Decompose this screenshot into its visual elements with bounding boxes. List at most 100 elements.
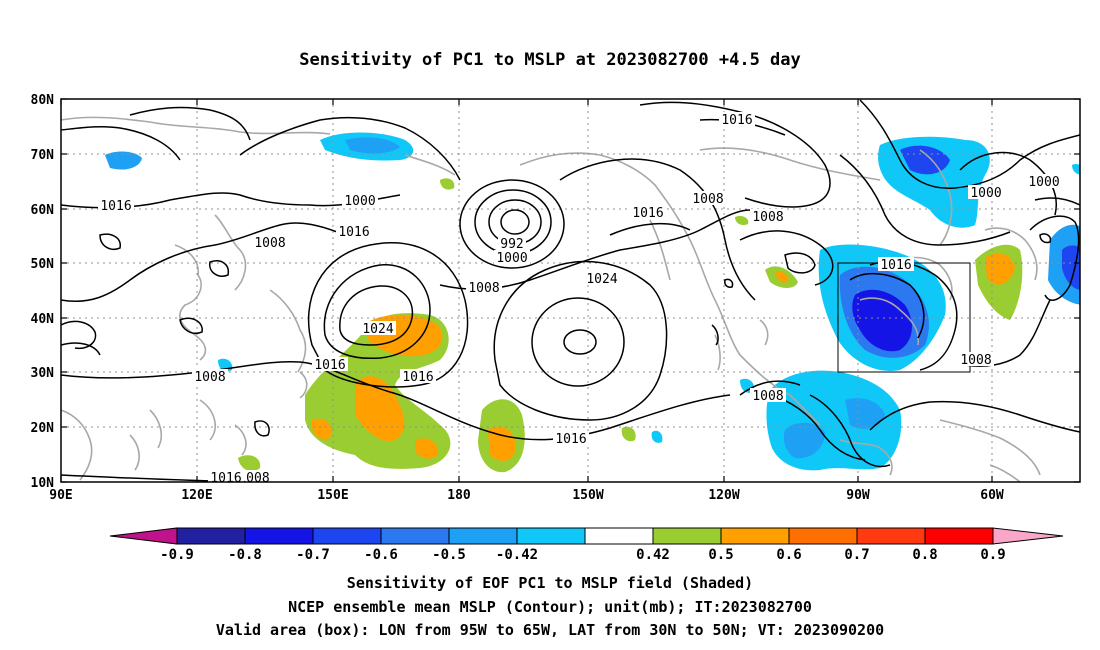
contour-label: 1008 [692, 192, 723, 207]
axes: 90E 120E 150E 180 150W 120W 90W 60W 80N 70N 60N 50N… [31, 93, 1080, 503]
caption-valid-area: Valid area (box): LON from 95W to 65W, L… [215, 621, 885, 639]
colorbar-segment [516, 527, 586, 545]
lat-label: 10N [31, 476, 55, 491]
contour-label: 1016 [338, 225, 369, 240]
colorbar-low-arrow [109, 527, 178, 545]
colorbar-label: 0.6 [776, 547, 801, 563]
colorbar-label: 0.5 [708, 547, 733, 563]
positive-core-pacnw [776, 271, 789, 283]
negative-core-us [852, 289, 912, 352]
contour-label: 1008 [752, 210, 783, 225]
colorbar-segment [924, 527, 994, 545]
contour-label-bg [630, 205, 666, 219]
colorbar-label: -0.9 [160, 547, 194, 563]
contour-label-bg [1026, 174, 1062, 188]
contour-label: 1016 [555, 432, 586, 447]
contour-label-bg [498, 236, 526, 250]
colorbar-label: 0.7 [844, 547, 869, 563]
lat-label: 80N [31, 93, 55, 108]
lon-label: 60W [980, 488, 1004, 503]
contour-label: 1016 [402, 370, 433, 385]
positive-small-1 [415, 438, 439, 459]
lon-label: 180 [447, 488, 471, 503]
negative-small-4 [1072, 164, 1080, 175]
colorbar-segment [788, 527, 858, 545]
contour-label-bg [312, 357, 348, 371]
lon-label: 150W [572, 488, 603, 503]
contour-label: 1000 [970, 186, 1001, 201]
contour-label: 992 [500, 237, 523, 252]
positive-core-central-pacific [488, 426, 516, 461]
colorbar: -0.9 -0.8 -0.7 -0.6 -0.5 -0.42 0.42 0.5 0.6 0.7 0.… [109, 527, 1064, 563]
contour-label-bg [208, 470, 244, 484]
negative-small-3 [651, 430, 663, 443]
lat-label: 20N [31, 421, 55, 436]
contour-label: 1008 [752, 389, 783, 404]
contour-label-bg [958, 352, 994, 366]
plot-frame [60, 98, 1081, 483]
contour-labels: 1016101610081000101610089921000101610081… [98, 112, 1062, 486]
contour-label-bg [236, 470, 272, 484]
map-title: Sensitivity of PC1 to MSLP at 2023082700… [299, 50, 801, 70]
contour-label: 1008 [194, 370, 225, 385]
colorbar-segment [244, 527, 314, 545]
contour-label-bg [719, 112, 755, 126]
contour-label-bg [750, 388, 786, 402]
contour-label: 1016 [721, 113, 752, 128]
contour-label-bg [192, 369, 228, 383]
contour-label: 1016 [632, 206, 663, 221]
contour-label-bg [252, 235, 288, 249]
positive-small-6 [735, 215, 749, 226]
negative-siberia [105, 151, 142, 170]
colorbar-label: -0.7 [296, 547, 330, 563]
colorbar-segment [380, 527, 450, 545]
lat-label: 30N [31, 366, 55, 381]
lat-label: 60N [31, 203, 55, 218]
colorbar-segment [312, 527, 382, 545]
positive-small-4 [621, 426, 636, 442]
contour-label-bg [584, 271, 620, 285]
lon-label: 90W [846, 488, 870, 503]
colorbar-segment [448, 527, 518, 545]
colorbar-label: -0.6 [364, 547, 398, 563]
contour-label-bg [342, 193, 378, 207]
colorbar-label: -0.8 [228, 547, 262, 563]
lat-label: 40N [31, 312, 55, 327]
contour-label-bg [98, 198, 134, 212]
contour-label-bg [968, 185, 1004, 199]
lon-label: 120E [181, 488, 212, 503]
contour-label-bg [336, 224, 372, 238]
colorbar-segment [720, 527, 790, 545]
negative-core-caribbean-2 [845, 398, 885, 429]
contour-label: 1000 [496, 251, 527, 266]
negative-core-atlantic-east [1062, 245, 1080, 290]
colorbar-label: 0.9 [980, 547, 1005, 563]
contour-label-bg [466, 280, 502, 294]
lat-label: 50N [31, 257, 55, 272]
lon-label: 120W [708, 488, 739, 503]
negative-core-caribbean [783, 422, 825, 459]
contour-label: 1016 [100, 199, 131, 214]
caption-contour: NCEP ensemble mean MSLP (Contour); unit(… [288, 598, 812, 616]
contour-label: 1024 [362, 322, 393, 337]
contour-label: 1016 [314, 358, 345, 373]
caption-shaded: Sensitivity of EOF PC1 to MSLP field (Sh… [346, 574, 754, 592]
contour-label-bg [750, 209, 786, 223]
contour-label: 1024 [586, 272, 617, 287]
lat-label: 70N [31, 148, 55, 163]
contour-label-bg [400, 369, 436, 383]
positive-small-5 [440, 178, 455, 190]
contour-label-bg [553, 431, 589, 445]
colorbar-segment [176, 527, 246, 545]
contour-label-bg [360, 321, 396, 335]
positive-small-2 [311, 418, 332, 440]
contour-label: 1016 [880, 258, 911, 273]
lon-label: 150E [317, 488, 348, 503]
contour-label: 1008 [960, 353, 991, 368]
contour-label: 1000 [344, 194, 375, 209]
colorbar-label: -0.42 [496, 547, 538, 563]
contour-label: 1008 [254, 236, 285, 251]
shaded-sensitivity [105, 132, 1080, 473]
contour-label: 1016 [210, 471, 241, 486]
